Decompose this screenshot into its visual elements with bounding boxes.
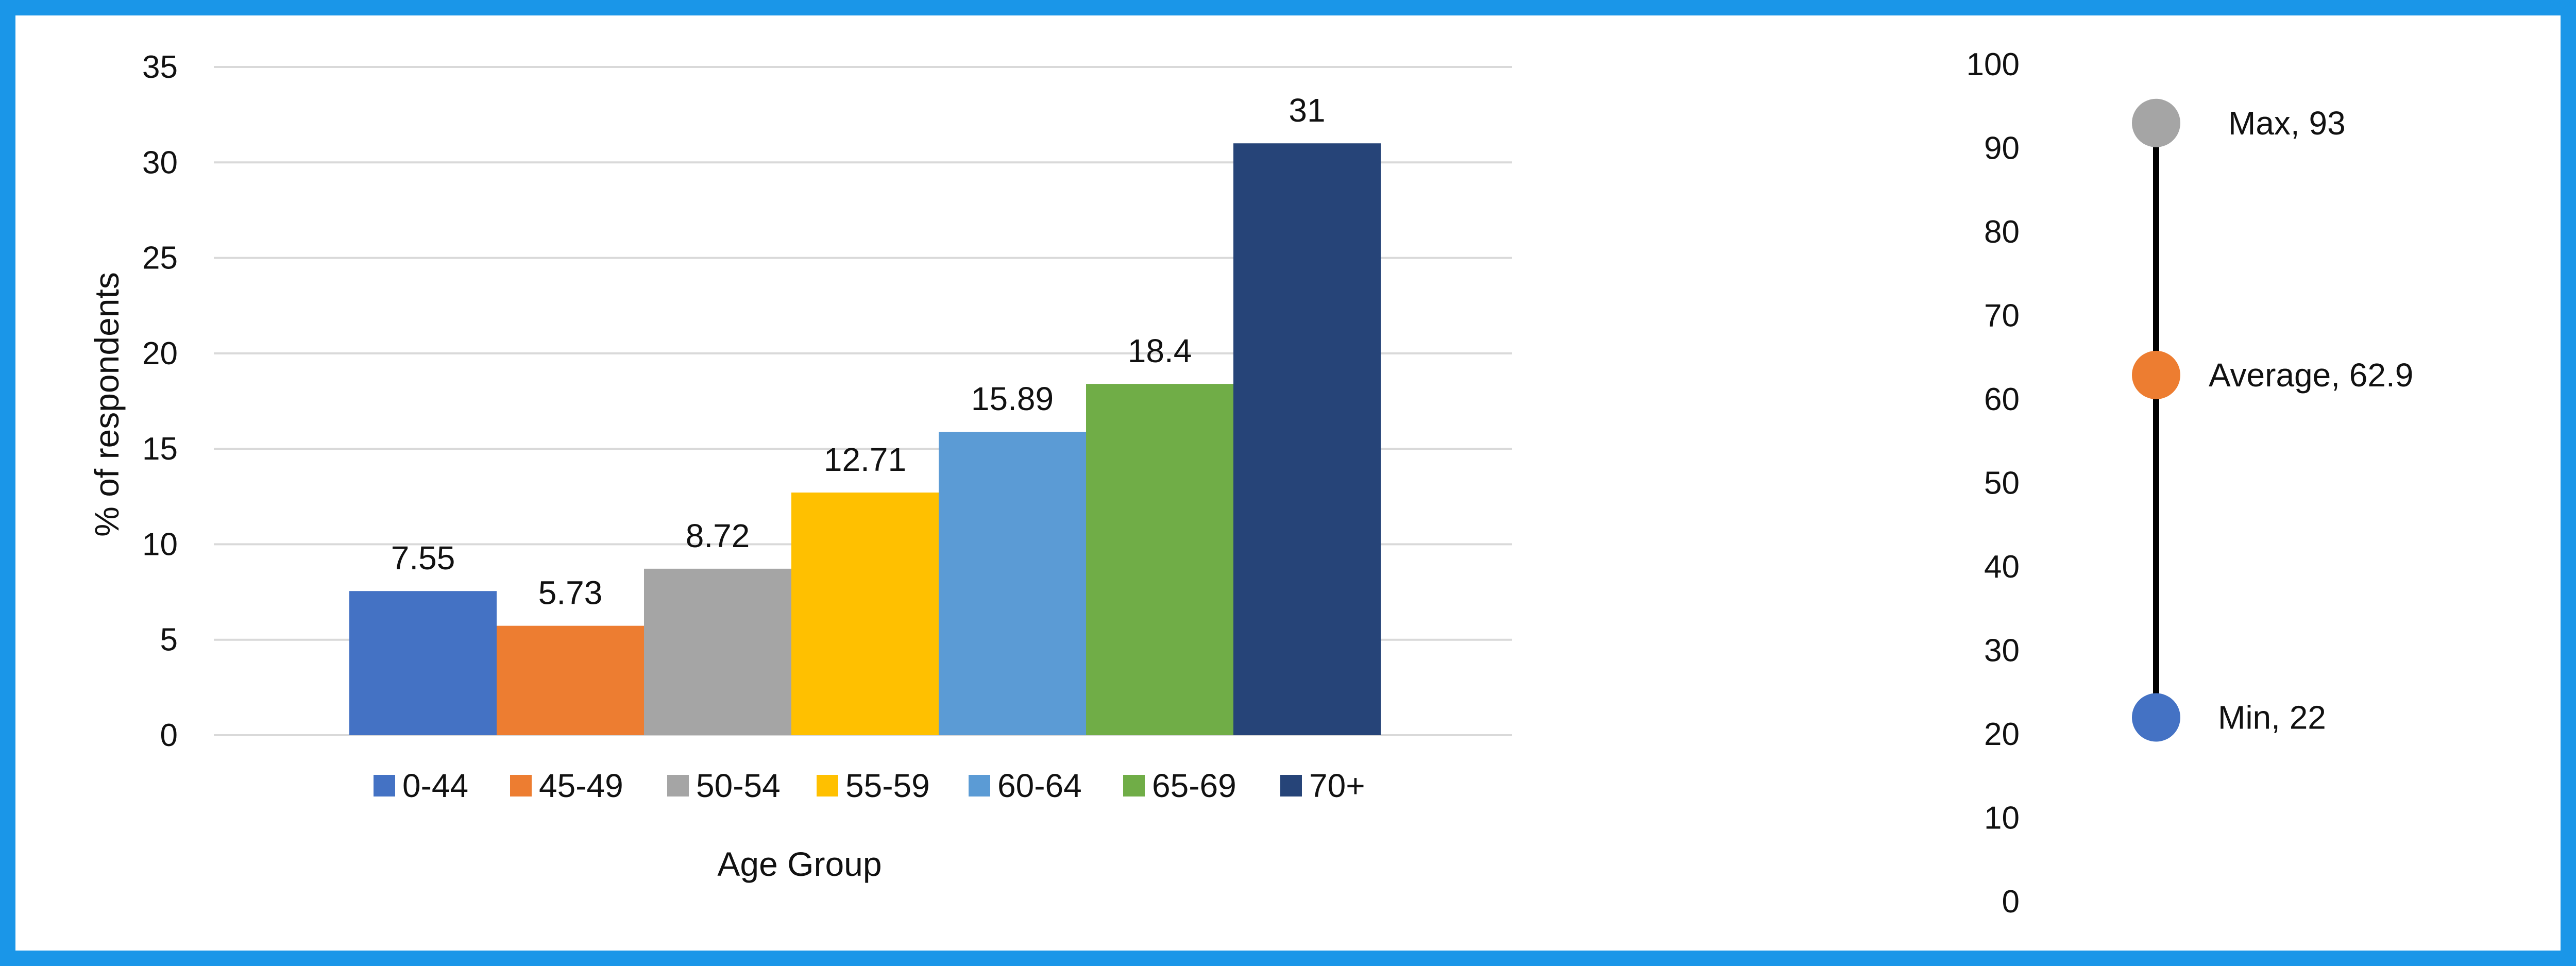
y-tick-label: 35 bbox=[142, 49, 178, 85]
legend-swatch bbox=[374, 775, 395, 796]
data-label: 7.55 bbox=[391, 539, 455, 577]
range-point-label: Max, 93 bbox=[2228, 105, 2346, 142]
bar-55-59 bbox=[791, 493, 939, 735]
range-y-tick-label: 80 bbox=[1984, 214, 2020, 250]
y-tick-label: 15 bbox=[142, 431, 178, 467]
range-y-tick-label: 40 bbox=[1984, 549, 2020, 585]
range-point bbox=[2132, 98, 2180, 147]
legend-swatch bbox=[817, 775, 838, 796]
bar-0-44 bbox=[349, 591, 497, 735]
bar-50-54 bbox=[644, 568, 791, 735]
legend-swatch bbox=[510, 775, 532, 796]
bar-chart-legend: 0-44 45-49 50-54 55-59 60-64 65-69 70+ bbox=[374, 767, 1365, 804]
range-y-tick-label: 70 bbox=[1984, 298, 2020, 334]
bar-70+ bbox=[1233, 143, 1381, 736]
legend-label: 65-69 bbox=[1152, 767, 1236, 804]
bar-chart: 0 5 10 15 20 25 30 35 7.55 5.73 8.72 12.71 15.89 18.… bbox=[88, 49, 1512, 883]
data-label: 8.72 bbox=[686, 517, 750, 554]
range-chart-y-ticks: 0 10 20 30 40 50 60 70 80 90 100 bbox=[1967, 47, 2020, 920]
legend-label: 0-44 bbox=[402, 767, 468, 804]
data-label: 12.71 bbox=[824, 441, 906, 478]
range-y-tick-label: 30 bbox=[1984, 633, 2020, 669]
legend-swatch bbox=[667, 775, 689, 796]
data-label: 31 bbox=[1289, 92, 1325, 129]
range-point bbox=[2132, 693, 2180, 742]
x-axis-title: Age Group bbox=[717, 845, 882, 883]
bar-chart-data-labels: 7.55 5.73 8.72 12.71 15.89 18.4 31 bbox=[391, 92, 1326, 611]
range-y-tick-label: 10 bbox=[1984, 801, 2020, 836]
y-axis-title: % of respondents bbox=[88, 272, 126, 537]
data-label: 15.89 bbox=[971, 380, 1054, 417]
y-tick-label: 5 bbox=[160, 622, 178, 658]
y-tick-label: 25 bbox=[142, 241, 178, 276]
bar-chart-y-ticks: 0 5 10 15 20 25 30 35 bbox=[142, 49, 178, 753]
range-y-tick-label: 20 bbox=[1984, 717, 2020, 752]
range-chart-points: Max, 93 Average, 62.9 Min, 22 bbox=[2132, 98, 2413, 742]
legend-label: 60-64 bbox=[997, 767, 1082, 804]
y-tick-label: 10 bbox=[142, 527, 178, 562]
y-tick-label: 20 bbox=[142, 336, 178, 371]
y-tick-label: 0 bbox=[160, 718, 178, 753]
range-y-tick-label: 90 bbox=[1984, 131, 2020, 166]
legend-swatch bbox=[969, 775, 990, 796]
range-point-label: Min, 22 bbox=[2218, 699, 2326, 736]
bar-60-64 bbox=[939, 432, 1086, 735]
range-y-tick-label: 0 bbox=[2002, 884, 2020, 920]
legend-label: 70+ bbox=[1309, 767, 1365, 804]
legend-swatch bbox=[1280, 775, 1302, 796]
range-point-label: Average, 62.9 bbox=[2209, 357, 2413, 394]
y-tick-label: 30 bbox=[142, 145, 178, 180]
bar-65-69 bbox=[1086, 384, 1233, 735]
range-y-tick-label: 60 bbox=[1984, 382, 2020, 417]
range-y-tick-label: 50 bbox=[1984, 466, 2020, 501]
legend-label: 50-54 bbox=[696, 767, 781, 804]
data-label: 18.4 bbox=[1128, 332, 1192, 369]
range-point bbox=[2132, 350, 2180, 399]
legend-label: 55-59 bbox=[845, 767, 930, 804]
bar-45-49 bbox=[497, 625, 644, 735]
bar-chart-bars bbox=[349, 143, 1381, 736]
legend-label: 45-49 bbox=[539, 767, 623, 804]
data-label: 5.73 bbox=[538, 574, 603, 612]
chart-panel: 0 5 10 15 20 25 30 35 7.55 5.73 8.72 12.71 15.89 18.… bbox=[15, 15, 2561, 951]
legend-swatch bbox=[1123, 775, 1145, 796]
range-y-tick-label: 100 bbox=[1967, 47, 2020, 82]
